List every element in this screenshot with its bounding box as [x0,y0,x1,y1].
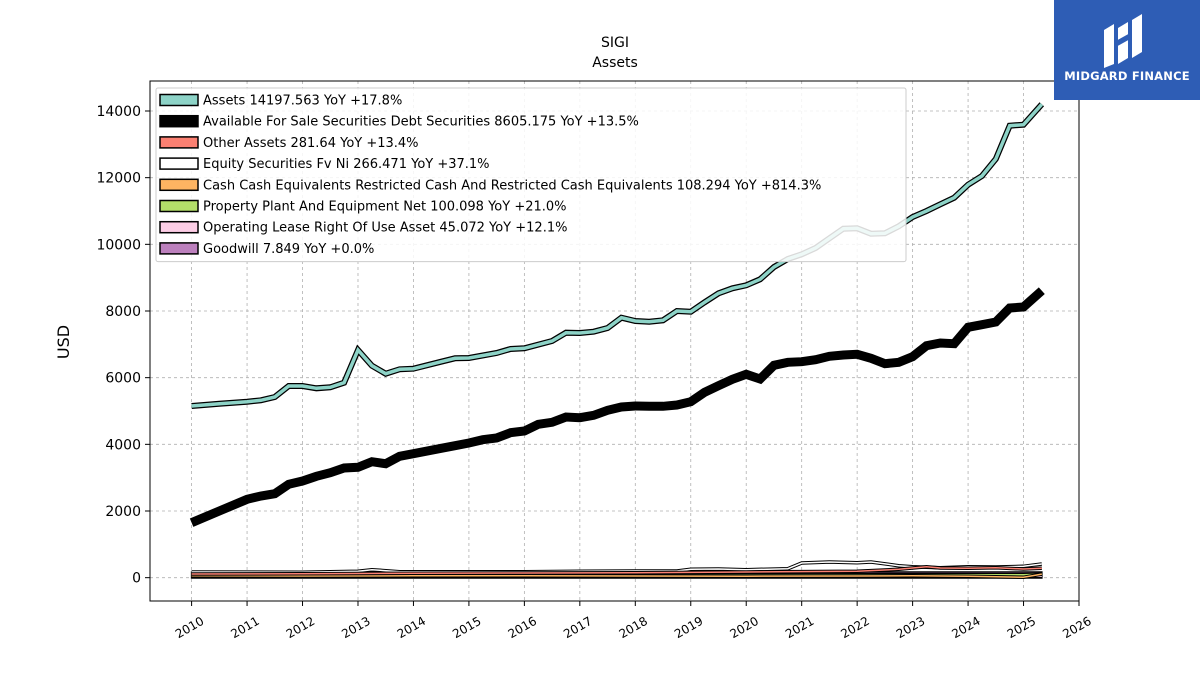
legend-swatch [159,93,199,107]
x-tick-label: 2011 [228,614,261,641]
series-assets-line [191,103,1044,408]
y-tick-label: 6000 [105,371,141,387]
y-tick-label: 14000 [96,104,141,120]
brand-logo: MIDGARD FINANCE [1054,0,1200,100]
legend: Assets 14197.563 YoY +17.8% Available For… [155,87,907,263]
x-tick-label: 2014 [395,614,428,641]
x-tick-label: 2026 [1060,614,1093,641]
x-tick-label: 2013 [339,614,372,641]
legend-label: Available For Sale Securities Debt Secur… [203,115,639,130]
legend-swatch [159,220,199,234]
legend-label: Other Assets 281.64 YoY +13.4% [203,136,419,151]
series-other-assets-line [191,565,1042,575]
x-tick-label: 2015 [450,614,483,641]
y-tick-label: 0 [132,571,141,587]
x-tick-label: 2022 [838,614,871,641]
x-tick-label: 2012 [284,614,317,641]
x-tick-label: 2021 [783,614,816,641]
y-tick-label: 10000 [96,237,141,253]
legend-label: Goodwill 7.849 YoY +0.0% [203,242,374,257]
chart-subtitle: Assets [592,55,638,71]
y-axis-label: USD [54,325,73,359]
midgard-logo-icon [1104,14,1142,68]
x-tick-label: 2020 [727,614,760,641]
y-tick-label: 12000 [96,171,141,187]
x-tick-label: 2016 [506,614,539,641]
legend-swatch [159,199,199,213]
y-tick-label: 4000 [105,437,141,453]
y-tick-label: 8000 [105,304,141,320]
x-tick-label: 2018 [617,614,650,641]
x-tick-label: 2010 [173,614,206,641]
x-tick-label: 2023 [894,614,927,641]
legend-label: Cash Cash Equivalents Restricted Cash An… [203,178,821,193]
series-cash-cash-equivalents-restricted-cash-and-restricted-cash-equivalents-line [191,573,1042,579]
brand-name: MIDGARD FINANCE [1064,69,1190,83]
series-available-for-sale-securities-debt-securities-line [189,287,1045,527]
x-tick-label: 2024 [949,614,982,641]
legend-swatch [159,157,199,170]
chart-title: SIGI [601,35,629,51]
x-tick-label: 2019 [672,614,705,641]
legend-swatch [159,114,199,128]
x-tick-label: 2017 [561,614,594,641]
legend-label: Equity Securities Fv Ni 266.471 YoY +37.… [203,157,490,172]
legend-box [155,87,907,263]
legend-label: Operating Lease Right Of Use Asset 45.07… [203,221,567,236]
series-layer [189,102,1045,580]
legend-swatch [159,136,199,149]
legend-label: Property Plant And Equipment Net 100.098… [203,200,567,215]
plot-frame [149,80,1080,602]
y-tick-label: 2000 [105,504,141,520]
x-tick-label: 2025 [1005,614,1038,641]
legend-swatch [159,178,199,192]
legend-label: Assets 14197.563 YoY +17.8% [203,94,402,109]
legend-swatch [159,242,199,255]
